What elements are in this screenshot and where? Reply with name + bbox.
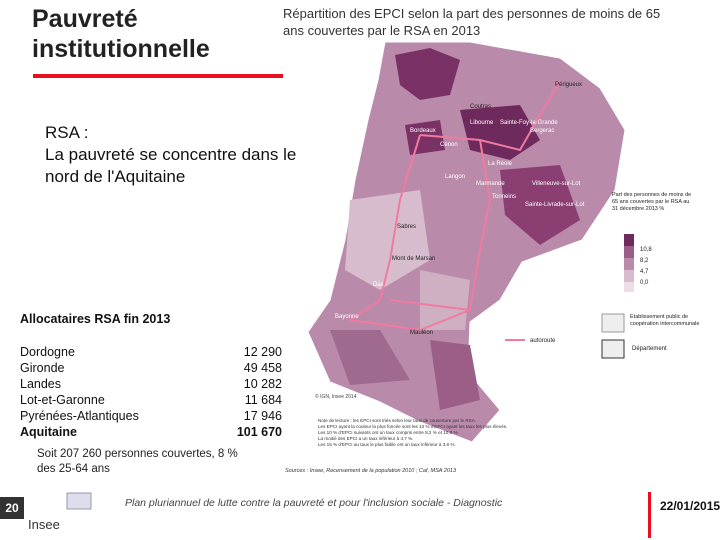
- zone-light: [345, 190, 430, 290]
- legend-icon: [601, 313, 625, 333]
- place: La Réole: [488, 161, 513, 167]
- motorway: [389, 139, 492, 312]
- note: Les 15 % d'EPCI au taux le plus faible o…: [318, 442, 456, 447]
- legend-value: 4,7: [640, 269, 649, 275]
- legend-icon: [601, 339, 625, 359]
- legend-swatch: [624, 282, 634, 292]
- row-label: Gironde: [20, 361, 65, 375]
- row-value: 17 946: [243, 409, 282, 423]
- place: Cenon: [440, 142, 458, 148]
- zone-dark: [500, 165, 580, 245]
- legend-swatch: [624, 270, 634, 282]
- source: Sources : Insee, Recensement de la popul…: [285, 468, 457, 474]
- message-text: La pauvreté se concentre dans le nord de…: [45, 145, 297, 186]
- legend-value: 10,8: [640, 247, 652, 253]
- page-number: 20: [0, 497, 24, 519]
- place: Bergerac: [530, 128, 554, 134]
- table-rows: Dordogne 12 290 Gironde 49 458 Landes 10 282 L…: [20, 344, 282, 440]
- table-row: Lot-et-Garonne 11 684: [20, 392, 282, 408]
- legend-swatch: [624, 234, 634, 246]
- zone-mid: [430, 340, 480, 410]
- copyright: © IGN, Insee 2014: [315, 393, 357, 400]
- row-label: Landes: [20, 377, 62, 391]
- title: Pauvreté institutionnelle: [32, 5, 210, 63]
- place: Marmande: [476, 181, 505, 187]
- zone-dark: [395, 48, 460, 100]
- motorway: [419, 79, 561, 152]
- legend-item: autoroute: [530, 338, 556, 344]
- legend-title: Part des personnes de moins de 65 ans co…: [612, 192, 692, 212]
- place: Mont de Marsan: [392, 256, 435, 262]
- place: Bordeaux: [410, 128, 436, 134]
- logo-flag: [66, 492, 92, 510]
- legend-value: 0,0: [640, 280, 649, 286]
- note: La moitié des EPCI a un taux inférieur à…: [318, 436, 414, 441]
- note: Note de lecture : les EPCI sont triés se…: [318, 418, 477, 423]
- logo: Insee: [28, 517, 60, 532]
- footer-text: Plan pluriannuel de lutte contre la pauv…: [125, 497, 503, 509]
- row-label: Pyrénées-Atlantiques: [20, 409, 139, 423]
- table-row: Gironde 49 458: [20, 360, 282, 376]
- map-title: Répartition des EPCI selon la part des p…: [283, 6, 661, 38]
- motorway: [349, 309, 471, 332]
- legend-swatch: [624, 246, 634, 258]
- legend-item-text: Etablissement public de coopération inte…: [630, 314, 700, 327]
- place: Dax: [373, 282, 384, 288]
- place: Langon: [445, 174, 465, 180]
- place: Bayonne: [335, 314, 359, 320]
- place: Tonneins: [492, 194, 516, 200]
- table-row: Landes 10 282: [20, 376, 282, 392]
- zone-mid: [330, 330, 410, 385]
- message: RSA : La pauvreté se concentre dans le n…: [45, 122, 305, 188]
- table-title: Allocataires RSA fin 2013: [20, 312, 171, 326]
- zone-dark: [405, 120, 445, 155]
- map-notes-text: Note de lecture : les EPCI sont triés se…: [318, 418, 618, 448]
- table-note: Soit 207 260 personnes couvertes, 8 % de…: [37, 448, 238, 475]
- place: Sainte-Foy-la-Grande: [500, 120, 558, 126]
- row-value: 101 670: [236, 425, 282, 439]
- map-notes: Note de lecture : les EPCI sont triés se…: [318, 418, 618, 448]
- row-value: 10 282: [243, 377, 282, 391]
- legend-title-text: Part des personnes de moins de 65 ans co…: [612, 192, 692, 212]
- row-value: 49 458: [243, 361, 282, 375]
- place: Sainte-Livrade-sur-Lot: [525, 202, 585, 208]
- place: Coutras: [470, 104, 491, 110]
- row-label: Dordogne: [20, 345, 75, 359]
- region: [307, 41, 626, 443]
- row-value: 11 684: [244, 393, 282, 407]
- place: Libourne: [470, 120, 494, 126]
- legend-item: Etablissement public de coopération inte…: [630, 314, 700, 327]
- table-row: Aquitaine 101 670: [20, 424, 282, 440]
- message-heading: RSA :: [45, 123, 89, 142]
- table: Allocataires RSA fin 2013 Dordogne 12 290…: [20, 312, 282, 440]
- row-label: Aquitaine: [20, 425, 77, 439]
- legend-swatch: [624, 258, 634, 270]
- place: Périgueux: [555, 82, 582, 88]
- date: 22/01/2015: [660, 499, 720, 513]
- place: Villeneuve-sur-Lot: [532, 181, 581, 187]
- row-value: 12 290: [243, 345, 282, 359]
- zone-dark: [460, 105, 540, 160]
- legend-value: 8,2: [640, 258, 649, 264]
- place: Mauléon: [410, 330, 433, 336]
- motorway: [349, 134, 421, 321]
- row-label: Lot-et-Garonne: [20, 393, 105, 407]
- note: Les EPCI ayant la couleur la plus foncée…: [318, 424, 508, 429]
- table-row: Dordogne 12 290: [20, 344, 282, 360]
- legend-item: Département: [632, 346, 667, 352]
- place: Sabres: [397, 224, 416, 230]
- note: Les 10 % d'EPCI suivants ont un taux com…: [318, 430, 459, 435]
- table-row: Pyrénées-Atlantiques 17 946: [20, 408, 282, 424]
- footer-bar: [648, 492, 651, 538]
- title-rule: [33, 74, 283, 78]
